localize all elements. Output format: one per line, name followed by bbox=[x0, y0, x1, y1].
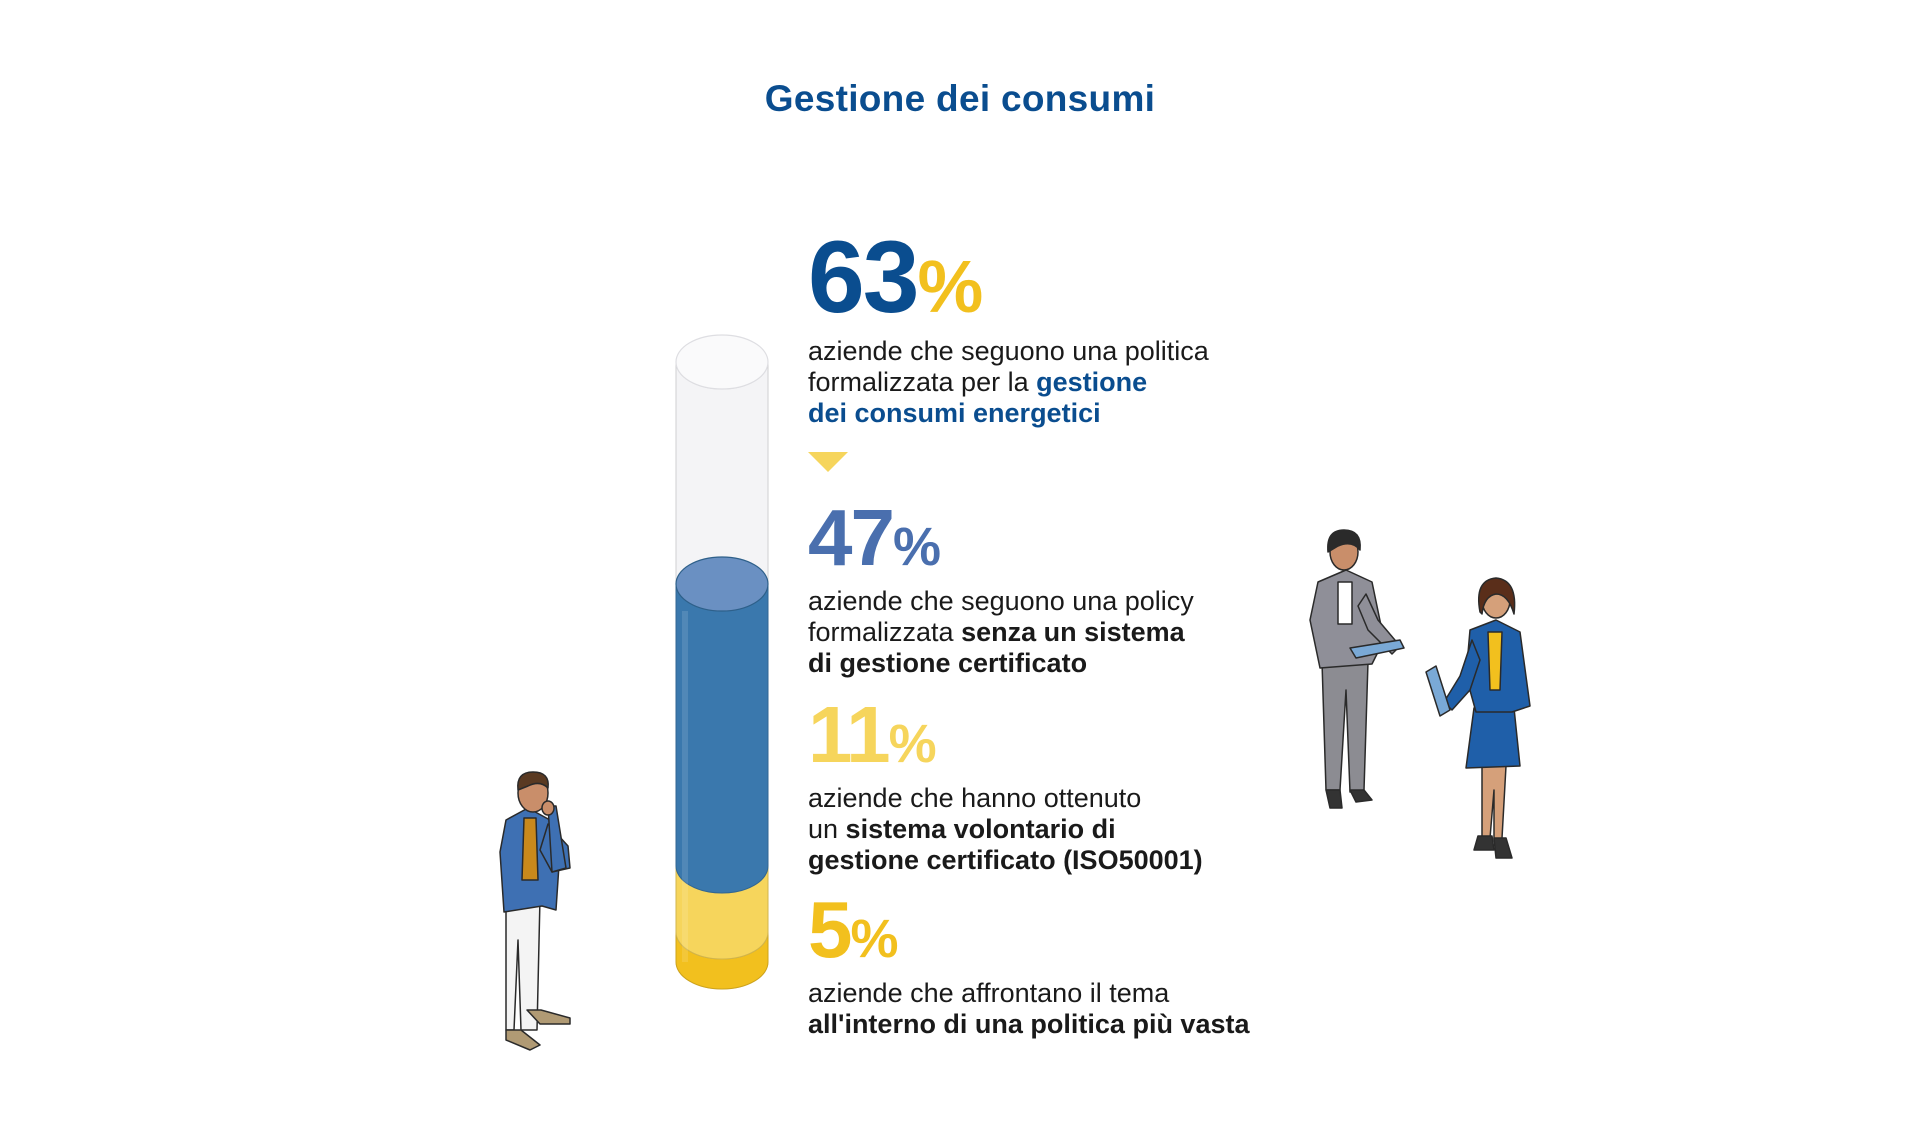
desc-line-2: formalizzata senza un sistema bbox=[808, 617, 1185, 647]
stat-broader-policy: 5% aziende che affrontano il tema all'in… bbox=[808, 890, 1250, 1040]
stat-total: 63% aziende che seguono una politica for… bbox=[808, 226, 1209, 429]
stat-unit: % bbox=[850, 909, 899, 969]
stat-value: 47 bbox=[808, 493, 895, 582]
desc-line-2: all'interno di una politica più vasta bbox=[808, 1009, 1250, 1039]
stat-description: aziende che affrontano il tema all'inter… bbox=[808, 978, 1250, 1040]
stat-iso-cert: 11% aziende che hanno ottenuto un sistem… bbox=[808, 695, 1203, 876]
stat-description: aziende che seguono una politica formali… bbox=[808, 336, 1209, 429]
desc-line-2: formalizzata per la gestione bbox=[808, 367, 1148, 397]
stat-value: 63 bbox=[808, 220, 919, 334]
cylinder-top-cap bbox=[675, 334, 769, 390]
desc-line-3: gestione certificato (ISO50001) bbox=[808, 845, 1203, 875]
desc-line-3: dei consumi energetici bbox=[808, 398, 1101, 428]
stat-description: aziende che hanno ottenuto un sistema vo… bbox=[808, 783, 1203, 876]
stat-unit: % bbox=[888, 714, 937, 774]
cylinder-group bbox=[675, 334, 769, 990]
stat-unit: % bbox=[892, 517, 941, 577]
cylinder-segment-3 bbox=[675, 583, 769, 894]
down-arrow-icon bbox=[808, 452, 848, 472]
desc-line-3: di gestione certificato bbox=[808, 648, 1088, 678]
stat-no-cert: 47% aziende che seguono una policy forma… bbox=[808, 498, 1194, 679]
cylinder-fill-top-cap bbox=[675, 556, 769, 612]
desc-line-1: aziende che affrontano il tema bbox=[808, 978, 1170, 1008]
cylinder-highlight bbox=[682, 611, 688, 962]
stat-unit: % bbox=[917, 245, 984, 328]
desc-line-2: un sistema volontario di bbox=[808, 814, 1116, 844]
stat-description: aziende che seguono una policy formalizz… bbox=[808, 586, 1194, 679]
page-title: Gestione dei consumi bbox=[764, 78, 1156, 119]
stat-value: 5 bbox=[808, 885, 852, 974]
desc-line-1: aziende che seguono una policy bbox=[808, 586, 1194, 616]
desc-line-1: aziende che seguono una politica bbox=[808, 336, 1209, 366]
stat-value: 11 bbox=[808, 690, 891, 779]
desc-line-1: aziende che hanno ottenuto bbox=[808, 783, 1142, 813]
